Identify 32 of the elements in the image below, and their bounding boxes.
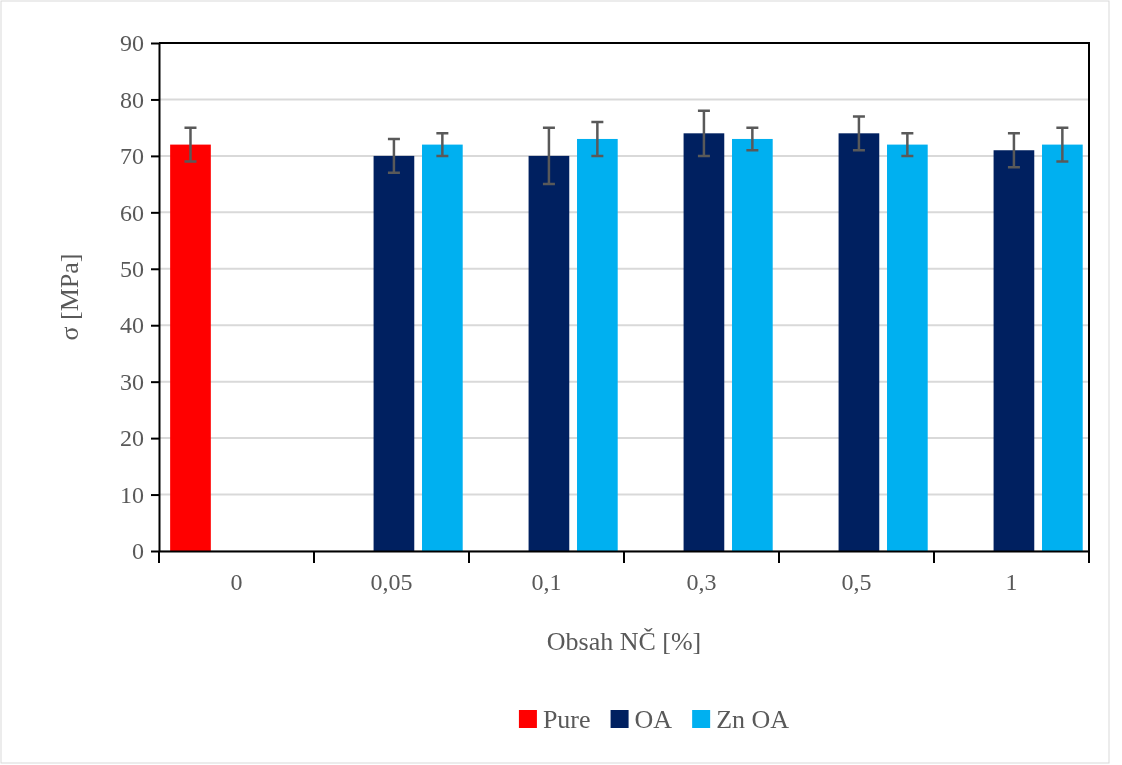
y-tick-label: 90 — [120, 30, 144, 57]
y-tick-label: 40 — [120, 312, 144, 339]
y-tick-label: 70 — [120, 143, 144, 170]
bar — [993, 150, 1035, 551]
bar — [1042, 144, 1083, 551]
y-tick-label: 50 — [120, 255, 144, 282]
x-axis-title: Obsah NČ [%] — [546, 627, 702, 656]
y-tick-label: 10 — [120, 481, 144, 508]
bar — [887, 144, 928, 551]
bar — [528, 155, 570, 551]
legend-label: OA — [634, 705, 673, 734]
y-tick-label: 80 — [120, 86, 144, 113]
legend-label: Pure — [542, 705, 591, 734]
x-tick-label: 0 — [230, 569, 243, 596]
bar — [373, 155, 415, 551]
x-tick-label: 0,5 — [841, 569, 872, 596]
x-tick-label: 0,05 — [370, 569, 413, 596]
bar — [838, 133, 880, 551]
y-tick-label: 0 — [132, 538, 144, 565]
x-tick-label: 0,1 — [531, 569, 562, 596]
legend-label: Zn OA — [716, 705, 790, 734]
y-axis-title: σ [MPa] — [55, 253, 84, 341]
bar — [732, 138, 773, 551]
y-tick-label: 20 — [120, 425, 144, 452]
bar — [170, 144, 211, 551]
bar — [577, 138, 618, 551]
bar — [683, 133, 725, 551]
bar — [422, 144, 463, 551]
y-tick-label: 30 — [120, 368, 144, 395]
x-tick-label: 1 — [1005, 569, 1018, 596]
x-tick-label: 0,3 — [686, 569, 717, 596]
y-tick-label: 60 — [120, 199, 144, 226]
